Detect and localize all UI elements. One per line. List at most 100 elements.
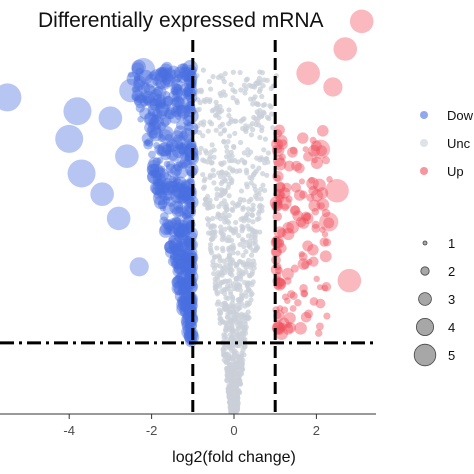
- down-point: [160, 149, 171, 161]
- unc-point: [259, 124, 265, 131]
- up-point: [301, 211, 311, 222]
- unc-point: [214, 186, 220, 192]
- down-point: [185, 86, 196, 96]
- up-point: [300, 289, 308, 298]
- unc-point: [218, 280, 225, 286]
- up-point: [316, 145, 328, 157]
- down-point: [184, 298, 198, 312]
- unc-point: [221, 332, 227, 338]
- down-point: [183, 73, 191, 81]
- unc-point: [222, 92, 228, 98]
- down-point: [158, 68, 168, 79]
- up-point: [315, 322, 324, 331]
- unc-point: [228, 119, 234, 125]
- down-point: [176, 254, 192, 270]
- down-point: [176, 224, 189, 237]
- unc-point: [256, 208, 263, 214]
- down-point: [160, 180, 176, 196]
- unc-point: [201, 119, 207, 125]
- down-point: [178, 191, 190, 203]
- down-point: [172, 265, 185, 278]
- down-point: [171, 216, 181, 227]
- down-point: [165, 221, 175, 231]
- down-point: [176, 104, 186, 114]
- unc-point: [229, 257, 235, 263]
- unc-point: [215, 109, 221, 115]
- unc-point: [206, 78, 212, 85]
- unc-point: [223, 170, 229, 176]
- down-point: [173, 264, 185, 275]
- down-point: [170, 105, 182, 117]
- unc-point: [248, 292, 254, 298]
- legend-key: [420, 111, 428, 119]
- unc-point: [221, 127, 228, 133]
- down-point: [148, 126, 163, 142]
- unc-point: [233, 318, 239, 324]
- down-point: [178, 261, 186, 270]
- up-point: [298, 252, 308, 261]
- down-point: [170, 182, 186, 198]
- down-point: [174, 240, 185, 251]
- up-point: [274, 181, 286, 193]
- legend-label: Up: [447, 164, 464, 179]
- down-point: [153, 190, 163, 200]
- down-point: [162, 218, 173, 230]
- down-point: [164, 240, 178, 254]
- unc-point: [227, 345, 233, 351]
- up-point: [276, 242, 287, 254]
- unc-point: [210, 262, 216, 268]
- unc-point: [239, 223, 245, 229]
- down-point: [183, 235, 193, 246]
- down-point: [184, 321, 192, 330]
- down-point: [170, 164, 182, 177]
- down-point: [177, 193, 188, 204]
- threshold-lines: [0, 40, 376, 412]
- down-point: [173, 176, 187, 190]
- up-point: [270, 246, 282, 258]
- down-point: [175, 192, 188, 205]
- down-point: [148, 71, 158, 81]
- unc-point: [209, 142, 215, 148]
- down-point: [180, 161, 188, 169]
- down-point: [180, 278, 187, 285]
- unc-point: [236, 233, 242, 239]
- unc-point: [211, 107, 217, 113]
- unc-point: [225, 373, 231, 379]
- unc-point: [214, 301, 220, 307]
- unc-point: [227, 309, 233, 315]
- size-legend-label: 2: [448, 264, 455, 279]
- down-point: [165, 139, 179, 153]
- highlighted-point: [115, 144, 139, 168]
- down-point: [159, 97, 172, 110]
- down-point: [164, 107, 177, 120]
- down-point: [151, 114, 161, 124]
- up-point: [319, 237, 329, 247]
- unc-point: [229, 206, 235, 212]
- unc-point: [229, 179, 235, 186]
- down-point: [168, 90, 180, 102]
- down-point: [158, 66, 172, 80]
- unc-point: [235, 354, 241, 360]
- unc-point: [213, 127, 219, 133]
- down-point: [171, 134, 186, 150]
- down-point: [180, 277, 188, 285]
- down-point: [165, 163, 176, 174]
- unc-point: [245, 281, 251, 287]
- down-point: [164, 149, 172, 156]
- down-point: [178, 147, 189, 157]
- up-point: [321, 282, 332, 292]
- down-point: [162, 67, 177, 82]
- unc-point: [266, 115, 272, 122]
- down-point: [161, 61, 173, 73]
- down-point: [131, 93, 139, 101]
- unc-point: [211, 254, 217, 260]
- up-point: [289, 305, 297, 312]
- down-point: [181, 205, 195, 218]
- down-point: [174, 74, 182, 83]
- down-point: [180, 314, 194, 327]
- down-point: [171, 255, 186, 270]
- down-point: [181, 70, 194, 82]
- up-point: [289, 146, 298, 155]
- unc-point: [224, 257, 230, 263]
- down-point: [164, 133, 173, 142]
